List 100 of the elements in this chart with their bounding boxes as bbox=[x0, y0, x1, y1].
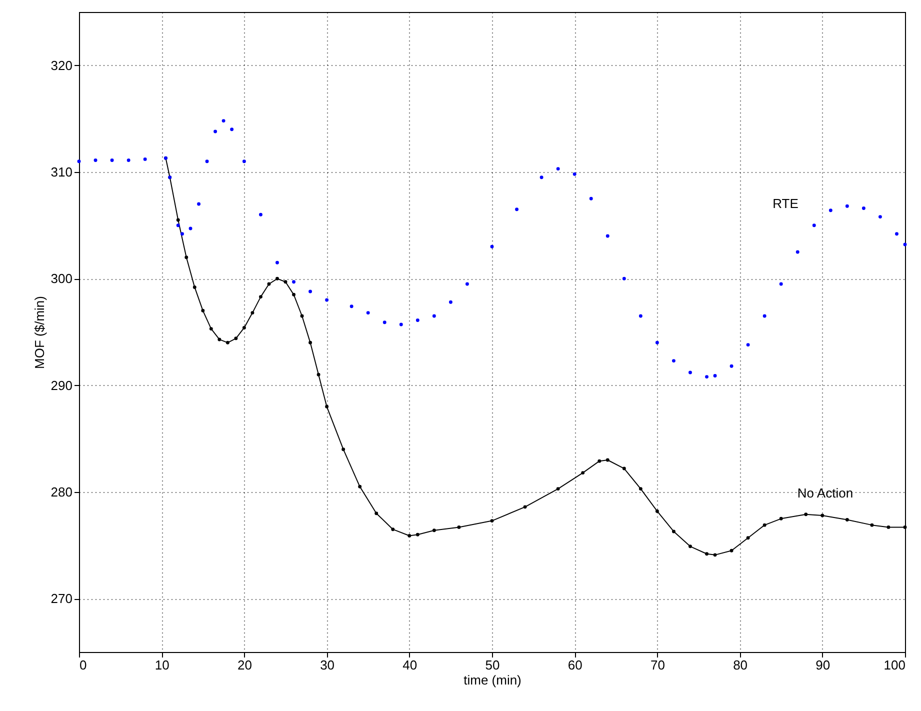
point bbox=[276, 260, 279, 264]
x-axis-title: time (min) bbox=[464, 672, 522, 688]
point bbox=[242, 326, 246, 330]
point bbox=[622, 466, 626, 470]
point bbox=[242, 160, 246, 164]
point bbox=[903, 242, 907, 246]
point bbox=[779, 516, 783, 520]
point bbox=[515, 208, 519, 212]
point bbox=[540, 176, 544, 180]
y-tick-label: 320 bbox=[50, 58, 72, 73]
point bbox=[572, 172, 576, 176]
point bbox=[705, 552, 708, 556]
point bbox=[713, 374, 717, 378]
point bbox=[457, 525, 461, 529]
point bbox=[465, 282, 469, 286]
point bbox=[382, 320, 386, 324]
x-tick-label: 80 bbox=[733, 658, 748, 672]
point bbox=[316, 372, 320, 376]
point bbox=[828, 208, 832, 212]
point bbox=[184, 256, 188, 260]
point bbox=[523, 505, 527, 509]
point bbox=[358, 484, 362, 488]
point bbox=[820, 514, 824, 518]
point bbox=[581, 471, 585, 475]
x-tick-label: 50 bbox=[485, 658, 500, 672]
point bbox=[730, 364, 734, 368]
point bbox=[342, 448, 346, 452]
x-tick-label: 0 bbox=[80, 658, 87, 672]
point bbox=[730, 548, 734, 552]
point bbox=[598, 459, 602, 463]
series-label: No Action bbox=[797, 485, 854, 500]
point bbox=[432, 528, 436, 532]
point bbox=[300, 314, 304, 318]
point bbox=[762, 314, 766, 318]
x-tick-label: 70 bbox=[650, 658, 665, 672]
point bbox=[250, 311, 254, 315]
point bbox=[490, 519, 494, 523]
point bbox=[886, 525, 890, 529]
point bbox=[209, 327, 213, 331]
point bbox=[796, 250, 800, 254]
point bbox=[895, 232, 898, 236]
point bbox=[812, 224, 816, 228]
point bbox=[655, 509, 659, 513]
point bbox=[622, 276, 626, 280]
point bbox=[276, 276, 279, 280]
point bbox=[762, 523, 766, 527]
point bbox=[399, 322, 403, 326]
point bbox=[779, 282, 783, 286]
point bbox=[845, 204, 849, 208]
point bbox=[870, 523, 874, 527]
point bbox=[713, 553, 717, 557]
point bbox=[284, 280, 288, 284]
point bbox=[416, 318, 420, 322]
point bbox=[589, 196, 593, 200]
point bbox=[292, 292, 296, 296]
point bbox=[746, 536, 750, 540]
point bbox=[218, 338, 222, 342]
point bbox=[325, 404, 329, 408]
point bbox=[556, 167, 560, 171]
point bbox=[862, 206, 866, 210]
point bbox=[226, 340, 230, 344]
point bbox=[448, 300, 452, 304]
point bbox=[845, 518, 849, 522]
point bbox=[705, 375, 708, 379]
point bbox=[366, 311, 370, 315]
point bbox=[672, 359, 676, 363]
point bbox=[416, 532, 420, 536]
y-tick-label: 300 bbox=[50, 271, 72, 286]
x-tick-label: 100 bbox=[884, 658, 906, 672]
point bbox=[222, 119, 226, 123]
y-tick-label: 310 bbox=[50, 164, 72, 180]
x-tick-label: 60 bbox=[568, 658, 582, 672]
point bbox=[688, 370, 692, 374]
series-label: RTE bbox=[772, 196, 799, 211]
point bbox=[126, 158, 130, 162]
point bbox=[110, 158, 114, 162]
x-tick-label: 30 bbox=[320, 658, 335, 672]
point bbox=[308, 340, 312, 344]
point bbox=[556, 487, 560, 491]
point bbox=[374, 512, 378, 516]
x-tick-label: 90 bbox=[816, 658, 830, 672]
point bbox=[672, 530, 676, 534]
point bbox=[638, 487, 642, 491]
point bbox=[176, 218, 180, 222]
point bbox=[205, 160, 209, 164]
point bbox=[804, 512, 808, 516]
point bbox=[258, 212, 262, 216]
x-tick-label: 20 bbox=[237, 658, 252, 672]
x-tick-label: 10 bbox=[154, 658, 170, 672]
point bbox=[234, 336, 238, 340]
point bbox=[746, 343, 750, 347]
point bbox=[258, 295, 262, 299]
y-tick-label: 270 bbox=[50, 591, 72, 606]
y-tick-label: 280 bbox=[50, 484, 72, 500]
point bbox=[192, 285, 196, 289]
point bbox=[94, 158, 98, 162]
point bbox=[638, 314, 642, 318]
point bbox=[77, 160, 81, 164]
point bbox=[143, 157, 147, 161]
point bbox=[655, 340, 659, 344]
